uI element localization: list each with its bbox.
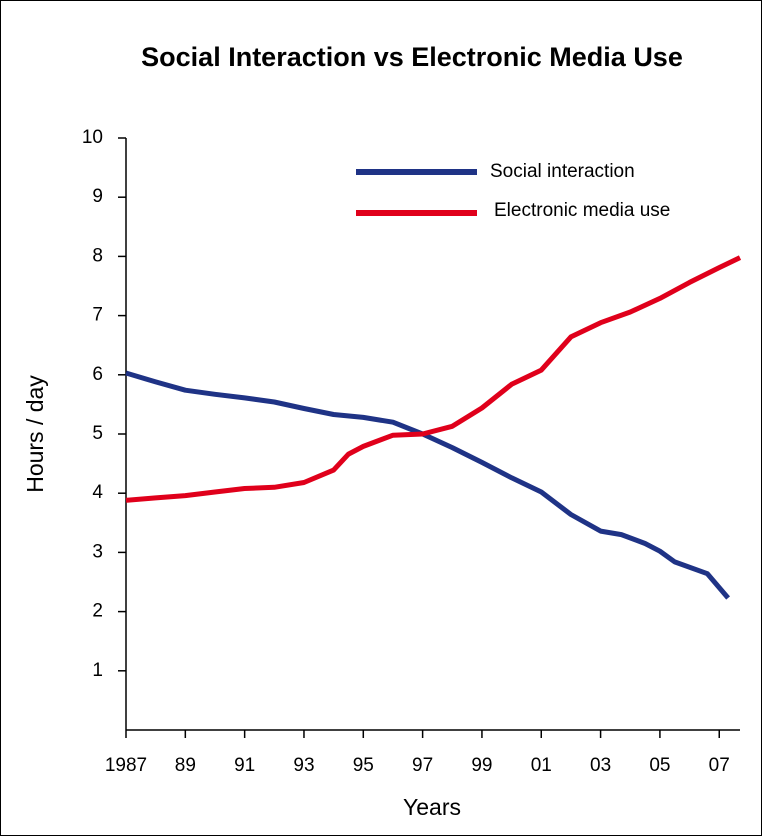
chart-axes bbox=[125, 138, 740, 731]
y-tick-label: 7 bbox=[92, 305, 103, 326]
y-tick-label: 9 bbox=[92, 186, 103, 207]
x-tick-label: 07 bbox=[709, 755, 730, 776]
legend-label-social-interaction: Social interaction bbox=[490, 161, 635, 182]
x-tick-label: 95 bbox=[353, 755, 374, 776]
legend: Social interaction Electronic media use bbox=[356, 161, 670, 221]
x-tick-label: 91 bbox=[234, 755, 255, 776]
y-tick-label: 1 bbox=[92, 660, 103, 681]
x-tick-label: 01 bbox=[531, 755, 552, 776]
chart-title: Social Interaction vs Electronic Media U… bbox=[141, 42, 683, 72]
legend-label-electronic-media-use: Electronic media use bbox=[494, 200, 670, 221]
y-tick-label: 3 bbox=[92, 541, 103, 562]
x-tick-label: 1987 bbox=[105, 755, 147, 776]
y-tick-label: 8 bbox=[92, 245, 103, 266]
y-tick-label: 2 bbox=[92, 601, 103, 622]
series-lines bbox=[125, 255, 742, 600]
legend-item-electronic-media-use: Electronic media use bbox=[356, 200, 670, 221]
y-tick-label: 4 bbox=[92, 482, 103, 503]
x-ticks: 1987 89 91 93 95 97 99 01 03 05 07 bbox=[105, 730, 730, 776]
series-line-electronic-media-use bbox=[125, 255, 742, 503]
series-line-social-interaction bbox=[125, 370, 731, 600]
x-tick-label: 97 bbox=[412, 755, 433, 776]
x-tick-label: 93 bbox=[293, 755, 314, 776]
x-tick-label: 89 bbox=[175, 755, 196, 776]
x-tick-label: 99 bbox=[471, 755, 492, 776]
y-tick-label: 10 bbox=[82, 127, 103, 148]
x-tick-label: 05 bbox=[649, 755, 670, 776]
x-axis-label: Years bbox=[403, 794, 461, 820]
y-tick-label: 6 bbox=[92, 364, 103, 385]
y-axis-label: Hours / day bbox=[22, 375, 48, 493]
y-ticks: 1 2 3 4 5 6 7 8 9 10 bbox=[82, 127, 126, 681]
x-tick-label: 03 bbox=[590, 755, 611, 776]
legend-item-social-interaction: Social interaction bbox=[356, 161, 635, 182]
y-tick-label: 5 bbox=[92, 423, 103, 444]
